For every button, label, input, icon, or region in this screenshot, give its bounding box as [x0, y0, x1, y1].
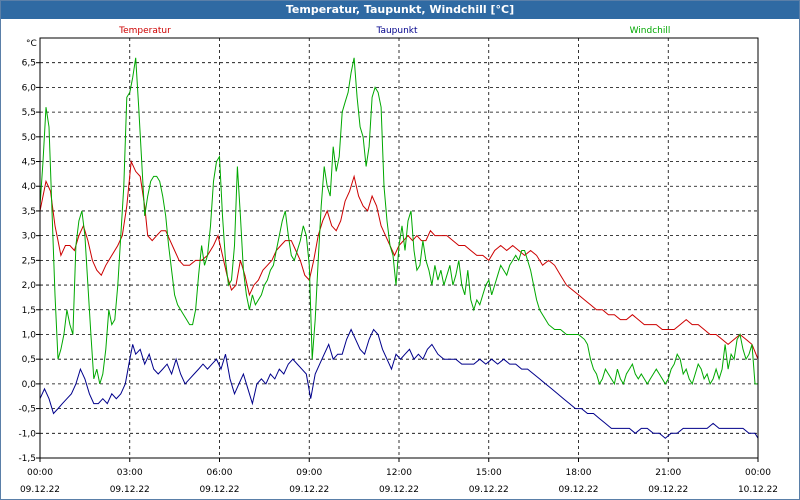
legend-entry-temperatur: Temperatur — [118, 26, 171, 36]
y-tick-label: 3,5 — [22, 207, 36, 217]
x-tick-date: 10.12.22 — [738, 485, 778, 495]
series-line-temperatur — [39, 159, 759, 360]
series-lines — [39, 57, 759, 439]
legend-entry-taupunkt: Taupunkt — [375, 26, 418, 36]
x-tick-time: 12:00 — [386, 468, 412, 478]
x-tick-date: 09.12.22 — [110, 485, 150, 495]
y-tick-label: -1,5 — [18, 454, 36, 464]
x-tick-time: 18:00 — [566, 468, 592, 478]
y-tick-label: 1,5 — [22, 306, 36, 316]
y-tick-label: 5,5 — [22, 108, 36, 118]
y-tick-label: 0,5 — [22, 355, 36, 365]
x-tick-time: 15:00 — [476, 468, 502, 478]
y-axis-unit: °C — [26, 39, 37, 49]
y-tick-label: 4,5 — [22, 158, 36, 168]
x-tick-time: 00:00 — [27, 468, 53, 478]
x-tick-time: 06:00 — [207, 468, 233, 478]
plot-frame — [39, 37, 759, 459]
x-tick-time: 21:00 — [655, 468, 681, 478]
x-tick-date: 09.12.22 — [648, 485, 688, 495]
x-tick-time: 09:00 — [296, 468, 322, 478]
legend-entry-windchill: Windchill — [630, 26, 671, 36]
y-tick-label: 0,0 — [22, 380, 37, 390]
y-tick-label: 1,0 — [22, 330, 37, 340]
y-tick-label: 2,0 — [22, 281, 37, 291]
y-tick-label: -0,5 — [18, 405, 36, 415]
axes: -1,5 -1,0 -0,5 0,0 0,5 1,0 1,5 2,0 2,5 3,0 3,5 4,0 4… — [18, 37, 778, 495]
y-tick-label: 2,5 — [22, 256, 36, 266]
x-tick-time: 03:00 — [117, 468, 143, 478]
chart-title: Temperatur, Taupunkt, Windchill [°C] — [1, 1, 799, 19]
x-tick-date: 09.12.22 — [20, 485, 60, 495]
y-tick-label: 6,0 — [22, 83, 37, 93]
y-tick-label: -1,0 — [18, 429, 36, 439]
y-tick-label: 4,0 — [22, 182, 37, 192]
legend: Temperatur Taupunkt Windchill — [118, 26, 670, 36]
x-tick-date: 09.12.22 — [379, 485, 419, 495]
y-tick-label: 3,0 — [22, 232, 37, 242]
x-tick-date: 09.12.22 — [558, 485, 598, 495]
y-tick-label: 5,0 — [22, 133, 37, 143]
x-tick-date: 09.12.22 — [199, 485, 239, 495]
x-tick-date: 09.12.22 — [469, 485, 509, 495]
series-line-windchill — [39, 57, 758, 386]
x-tick-date: 09.12.22 — [289, 485, 329, 495]
y-tick-label: 6,5 — [22, 59, 36, 69]
x-tick-time: 00:00 — [745, 468, 771, 478]
series-line-taupunkt — [39, 328, 759, 439]
